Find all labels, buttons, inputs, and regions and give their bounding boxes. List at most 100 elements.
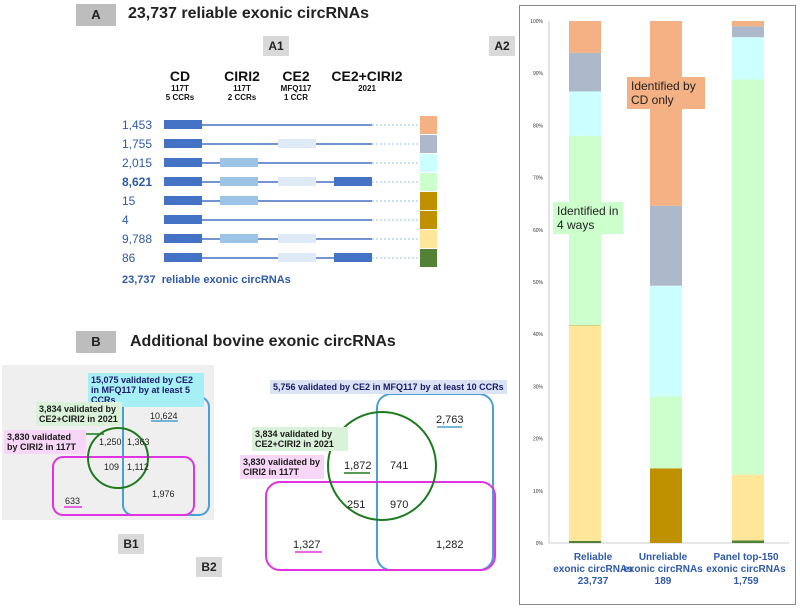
column-header-cd: CD 117T 5 CCRs bbox=[150, 68, 210, 102]
x-label-line: exonic circRNAs bbox=[706, 564, 786, 575]
bar-segment bbox=[569, 540, 601, 543]
section-a-title: 23,737 reliable exonic circRNAs bbox=[128, 5, 370, 22]
b1-green-pink: 109 bbox=[104, 462, 120, 472]
a1-exon-ce2 bbox=[278, 234, 316, 243]
b1-tag: B1 bbox=[118, 534, 144, 554]
a1-exon-cd bbox=[164, 158, 202, 167]
b1-ce2ciri2-label: 3,834 validated by CE2+CIRI2 in 2021 bbox=[36, 402, 122, 426]
a1-exon-ce2 bbox=[278, 177, 316, 186]
a1-row-count: 9,788 bbox=[122, 232, 153, 246]
y-tick-label: 90% bbox=[533, 71, 544, 77]
bar-segment bbox=[650, 21, 682, 206]
bar-segment bbox=[650, 205, 682, 286]
x-label-line: Panel top-150 bbox=[713, 552, 779, 563]
x-label-line: 189 bbox=[654, 576, 672, 587]
b2-ce2ciri2-set bbox=[327, 411, 437, 521]
a1-row-swatch bbox=[420, 173, 437, 191]
a1-exon-cd bbox=[164, 196, 202, 205]
a1-exon-ciri2 bbox=[220, 196, 258, 205]
annotation-four-ways: Identified in 4 ways bbox=[553, 202, 623, 234]
y-tick-label: 50% bbox=[533, 280, 544, 286]
a1-row-count: 2,015 bbox=[122, 156, 153, 170]
y-tick-label: 60% bbox=[533, 228, 544, 234]
b2-pink-blue: 1,282 bbox=[436, 539, 464, 551]
b1-all-three: 1,112 bbox=[127, 462, 149, 472]
column-name: CD bbox=[169, 68, 191, 84]
b2-ce2ciri2-label: 3,834 validated by CE2+CIRI2 in 2021 bbox=[252, 427, 348, 451]
a1-row-count: 1,453 bbox=[122, 118, 153, 132]
column-name: CE2 bbox=[282, 68, 310, 84]
y-tick-label: 100% bbox=[530, 19, 543, 25]
a1-exon-ce2ciri2 bbox=[334, 253, 372, 262]
a1-row-count: 4 bbox=[122, 213, 129, 227]
b1-ce2-label: 15,075 validated by CE2 in MFQ117 by at … bbox=[88, 373, 204, 407]
x-label-line: exonic circRNAs bbox=[553, 564, 633, 575]
b2-ciri2-set bbox=[265, 481, 496, 571]
b1-blue-only: 10,624 bbox=[150, 411, 178, 421]
bar-segment bbox=[732, 79, 764, 475]
bar-segment bbox=[569, 21, 601, 53]
annotation-cd-only: Identified by CD only bbox=[627, 77, 705, 109]
x-label-line: Reliable bbox=[573, 552, 613, 563]
column-name: CIRI2 bbox=[224, 68, 260, 84]
x-label-unreliable: Unreliable exonic circRNAs 189 bbox=[618, 552, 708, 588]
b2-green-pink: 251 bbox=[347, 499, 366, 511]
y-tick-label: 10% bbox=[533, 489, 544, 495]
a1-exon-cd bbox=[164, 215, 202, 224]
a1-row-swatch bbox=[420, 135, 437, 153]
b1-ciri2-label: 3,830 validated by CIRI2 in 117T bbox=[4, 430, 86, 454]
column-name: CE2+CIRI2 bbox=[331, 68, 403, 84]
a1-total-label: reliable exonic circRNAs bbox=[161, 274, 291, 286]
a1-exon-ce2 bbox=[278, 139, 316, 148]
a1-exon-cd bbox=[164, 177, 202, 186]
b1-green-only: 1,250 bbox=[99, 437, 122, 447]
y-tick-label: 70% bbox=[533, 176, 544, 182]
bar-segment bbox=[569, 325, 601, 326]
a1-row-swatch bbox=[420, 192, 437, 210]
column-sub1: 117T bbox=[171, 84, 189, 93]
x-label-line: Unreliable bbox=[638, 552, 688, 563]
bar-segment bbox=[650, 468, 682, 543]
a1-row-swatch bbox=[420, 116, 437, 134]
b2-ce2-label: 5,756 validated by CE2 in MFQ117 by at l… bbox=[270, 380, 507, 394]
a1-row-swatch bbox=[420, 154, 437, 172]
a1-exon-ce2 bbox=[278, 253, 316, 262]
column-sub2: 2 CCRs bbox=[227, 93, 257, 102]
y-tick-label: 20% bbox=[533, 437, 544, 443]
bar-segment bbox=[732, 474, 764, 541]
x-label-reliable: Reliable exonic circRNAs 23,737 bbox=[548, 552, 638, 588]
a1-exon-ciri2 bbox=[220, 234, 258, 243]
bar-segment bbox=[569, 52, 601, 92]
a1-row-swatch bbox=[420, 249, 437, 267]
bar-segment bbox=[650, 285, 682, 397]
b1-green-blue: 1,363 bbox=[127, 437, 150, 447]
bar-segment bbox=[732, 540, 764, 543]
a1-row-count: 1,755 bbox=[122, 137, 153, 151]
a1-tag: A1 bbox=[263, 36, 289, 56]
a1-total-number: 23,737 bbox=[122, 274, 156, 286]
a1-exon-cd bbox=[164, 234, 202, 243]
a1-row-swatch bbox=[420, 211, 437, 229]
b1-pink-only: 633 bbox=[65, 496, 81, 506]
bar-segment bbox=[569, 91, 601, 136]
column-header-ce2: CE2 MFQ117 1 CCR bbox=[266, 68, 326, 102]
b2-pink-only: 1,327 bbox=[293, 539, 321, 551]
a1-exon-cd bbox=[164, 253, 202, 262]
column-sub1: MFQ117 bbox=[280, 84, 312, 93]
column-header-ce2-ciri2: CE2+CIRI2 2021 bbox=[328, 68, 406, 93]
x-label-panel: Panel top-150 exonic circRNAs 1,759 bbox=[700, 552, 792, 588]
section-a-tag: A bbox=[76, 4, 116, 26]
section-b-tag: B bbox=[76, 331, 116, 353]
b2-all-three: 970 bbox=[390, 499, 409, 511]
a1-row-swatch bbox=[420, 230, 437, 248]
column-sub1: 2021 bbox=[358, 84, 376, 93]
b1-ciri2-set bbox=[52, 456, 195, 516]
bar-segment bbox=[732, 26, 764, 38]
a1-exon-ciri2 bbox=[220, 158, 258, 167]
section-b-title: Additional bovine exonic circRNAs bbox=[130, 333, 396, 350]
y-tick-label: 30% bbox=[533, 384, 544, 390]
a2-tag: A2 bbox=[489, 36, 515, 56]
a1-exon-cd bbox=[164, 139, 202, 148]
b2-green-only: 1,872 bbox=[344, 460, 372, 472]
